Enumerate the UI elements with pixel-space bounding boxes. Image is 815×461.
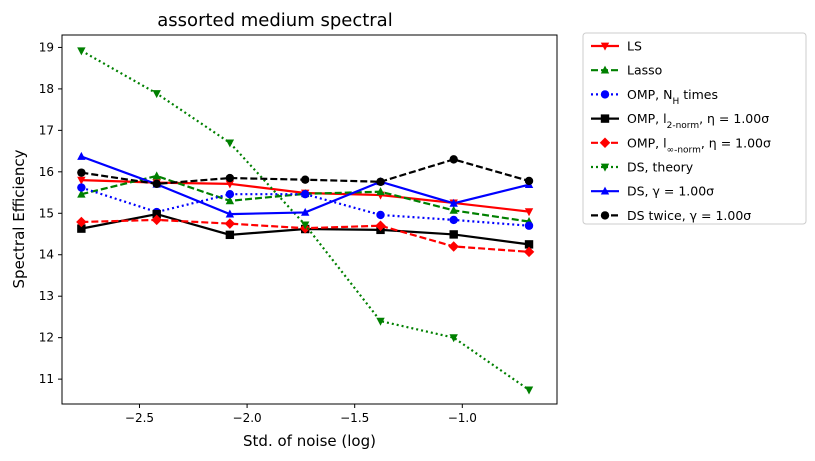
y-tick-label: 19 — [39, 40, 54, 54]
data-point — [449, 230, 458, 239]
data-point — [524, 176, 534, 186]
x-axis: −2.5 −2.0 −1.5 −1.0 — [125, 404, 477, 425]
legend-label: LS — [627, 39, 642, 54]
data-point — [225, 180, 235, 189]
data-point — [524, 221, 534, 230]
data-point — [225, 173, 235, 183]
data-point — [225, 139, 235, 148]
x-tick-label: −2.0 — [233, 411, 262, 425]
legend-marker — [600, 90, 610, 99]
data-point — [449, 198, 458, 207]
legend-marker — [600, 65, 610, 74]
series-ds-1-00- — [77, 151, 534, 218]
legend-entry: DS, γ = 1.00σ — [591, 184, 714, 199]
legend-label: DS twice, γ = 1.00σ — [627, 208, 751, 223]
data-point — [225, 209, 235, 218]
data-point — [376, 210, 385, 220]
plot-area — [76, 47, 535, 395]
data-point — [225, 196, 235, 205]
legend-marker — [600, 186, 610, 195]
data-point — [448, 241, 459, 252]
data-point — [151, 214, 162, 226]
legend-label: OMP, l∞-norm, η = 1.00σ — [627, 135, 771, 155]
data-point — [524, 240, 534, 249]
y-tick-label: 16 — [39, 165, 54, 179]
series-ds-theory — [77, 47, 534, 395]
y-axis-label: Spectral Efficiency — [10, 149, 28, 288]
y-tick-label: 18 — [39, 82, 54, 96]
plot-frame — [61, 34, 558, 405]
legend-label: OMP, NH times — [627, 87, 718, 107]
data-point — [449, 215, 458, 225]
x-tick-label: −2.5 — [125, 411, 154, 425]
data-point — [376, 187, 385, 196]
data-point — [77, 168, 86, 177]
legend-entry: OMP, l∞-norm, η = 1.00σ — [591, 135, 771, 155]
x-tick-label: −1.0 — [448, 411, 477, 425]
legend-marker — [600, 163, 610, 172]
data-point — [76, 216, 87, 228]
legend-marker — [599, 137, 611, 149]
legend: LS Lasso OMP, NH times OMP, l2-norm, η = 1.… — [582, 32, 807, 225]
legend-entry: DS, theory — [591, 160, 694, 175]
x-axis-label: Std. of noise (log) — [243, 432, 376, 450]
legend-marker — [600, 114, 610, 123]
data-point — [523, 246, 535, 258]
data-point — [77, 47, 86, 56]
data-point — [224, 218, 236, 229]
legend-label: DS, theory — [627, 160, 694, 175]
data-point — [77, 176, 86, 185]
data-point — [77, 151, 86, 160]
legend-marker — [600, 42, 610, 51]
data-point — [376, 317, 385, 326]
series-line — [80, 155, 530, 216]
data-point — [152, 179, 161, 189]
legend-entry: Lasso — [591, 63, 662, 78]
data-point — [152, 209, 161, 219]
x-tick-label: −1.5 — [340, 411, 369, 425]
data-point — [524, 208, 534, 217]
data-point — [300, 221, 310, 230]
y-tick-label: 15 — [39, 206, 54, 220]
data-point — [300, 190, 310, 199]
legend-entry: DS twice, γ = 1.00σ — [591, 208, 751, 223]
data-point — [300, 175, 310, 184]
series-line — [80, 49, 530, 391]
chart-title: assorted medium spectral — [157, 10, 392, 31]
legend-entry: OMP, l2-norm, η = 1.00σ — [591, 111, 769, 131]
data-point — [449, 334, 458, 343]
legend-frame — [582, 32, 807, 225]
data-point — [225, 230, 235, 240]
y-tick-label: 11 — [39, 372, 54, 386]
legend-entry: LS — [591, 39, 642, 54]
data-point — [152, 90, 161, 99]
data-point — [449, 155, 458, 164]
data-point — [524, 386, 534, 395]
legend-label: OMP, l2-norm, η = 1.00σ — [627, 111, 769, 131]
y-tick-label: 12 — [39, 331, 54, 345]
legend-label: DS, γ = 1.00σ — [627, 184, 714, 199]
y-tick-label: 13 — [39, 289, 54, 303]
data-point — [375, 220, 386, 231]
data-point — [77, 189, 86, 198]
y-axis: 11 12 13 14 15 16 17 18 19 — [39, 40, 62, 386]
y-tick-label: 14 — [39, 248, 54, 262]
data-point — [300, 207, 310, 216]
data-point — [77, 224, 86, 233]
legend-label: Lasso — [627, 63, 662, 78]
series-ds-twice-1-00- — [77, 155, 534, 189]
legend-entry: OMP, NH times — [591, 87, 718, 107]
legend-marker — [600, 211, 610, 220]
data-point — [152, 171, 161, 180]
data-point — [376, 177, 385, 186]
data-point — [77, 183, 86, 192]
data-point — [449, 205, 458, 214]
y-tick-label: 17 — [39, 123, 54, 137]
data-point — [225, 190, 235, 199]
